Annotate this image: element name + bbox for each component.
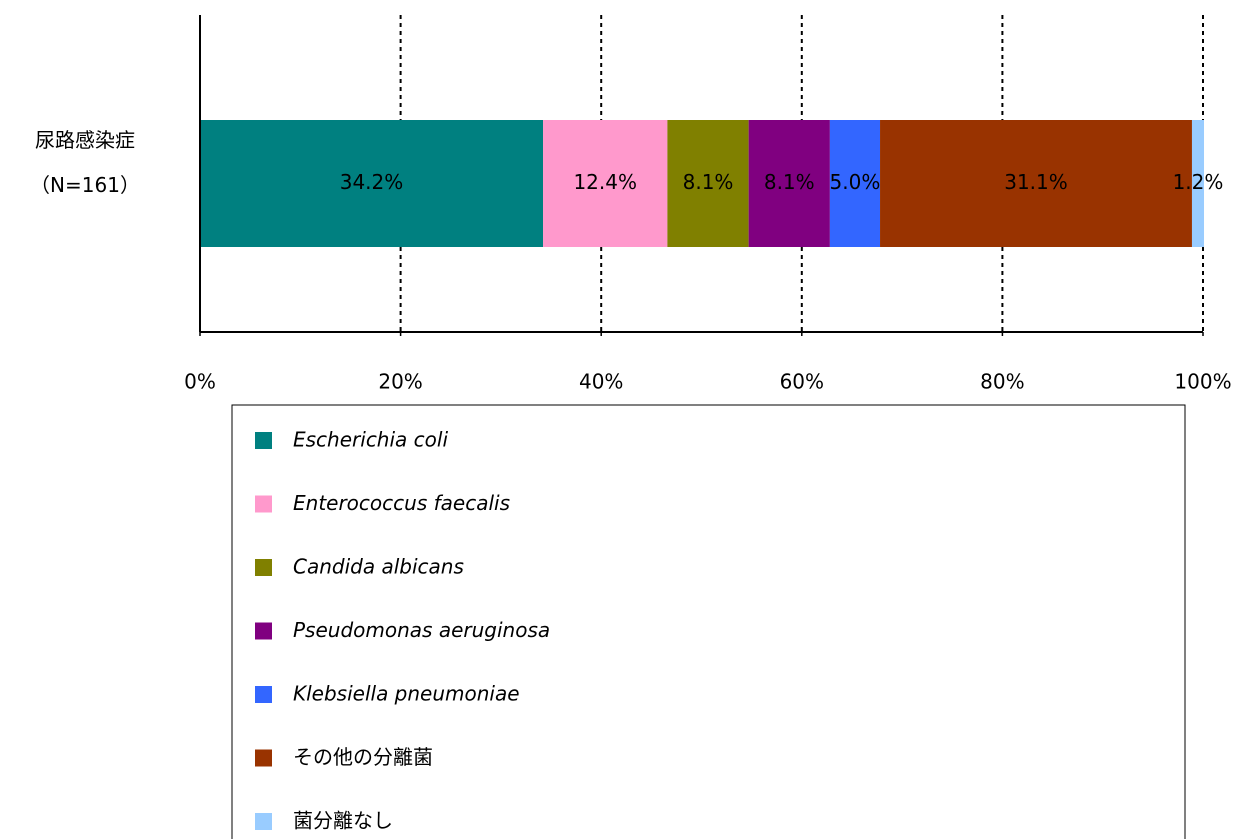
legend-swatch — [255, 749, 272, 767]
bar-segment — [1191, 120, 1205, 247]
legend-label: Klebsiella pneumoniae — [293, 682, 520, 706]
legend-swatch — [255, 559, 272, 576]
x-tick-label: 20% — [378, 370, 422, 394]
data-label: 34.2% — [340, 170, 404, 194]
x-tick-label: 0% — [184, 370, 216, 394]
x-tick-label: 100% — [1174, 370, 1231, 394]
x-tick-label: 60% — [780, 370, 824, 394]
legend-label: Escherichia coli — [293, 428, 448, 452]
legend-label: Candida albicans — [293, 555, 464, 579]
legend-label: その他の分離菌 — [293, 745, 433, 769]
bar-segment — [829, 120, 881, 247]
data-label: 5.0% — [830, 170, 881, 194]
legend-label: Pseudomonas aeruginosa — [293, 618, 550, 642]
x-tick-label: 40% — [579, 370, 623, 394]
data-label: 8.1% — [764, 170, 815, 194]
legend-box — [231, 404, 1186, 839]
data-label: 8.1% — [683, 170, 734, 194]
y-tick-label: （N=161） — [30, 173, 140, 197]
bar-segment — [200, 120, 544, 247]
x-tick-label: 80% — [980, 370, 1024, 394]
bar-segment — [667, 120, 749, 247]
legend-label: Enterococcus faecalis — [293, 491, 510, 515]
legend-swatch — [255, 432, 272, 449]
data-label: 1.2% — [1173, 170, 1224, 194]
legend-swatch — [255, 622, 272, 640]
legend-label: 菌分離なし — [293, 809, 393, 833]
y-tick-label: 尿路感染症 — [35, 128, 135, 152]
bar-segment — [543, 120, 668, 247]
legend-swatch — [255, 813, 272, 830]
legend-swatch — [255, 495, 272, 513]
data-label: 31.1% — [1004, 170, 1068, 194]
data-label: 12.4% — [573, 170, 637, 194]
bar-segment — [880, 120, 1192, 247]
legend-swatch — [255, 686, 272, 703]
bar-segment — [748, 120, 830, 247]
